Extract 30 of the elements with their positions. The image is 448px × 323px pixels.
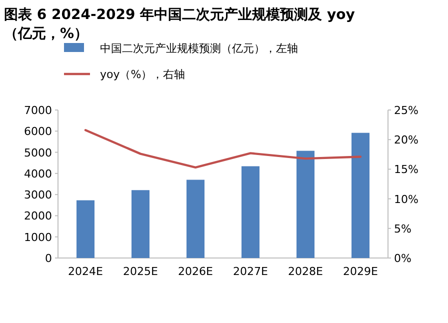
x-tick-label: 2025E (123, 265, 158, 278)
bar (186, 180, 204, 258)
y2-tick-label: 15% (394, 163, 418, 176)
y-tick-label: 2000 (24, 210, 52, 223)
line-series (84, 129, 362, 169)
y2-tick-label: 20% (394, 134, 418, 147)
y-tick-label: 0 (45, 252, 52, 265)
x-tick-label: 2027E (233, 265, 268, 278)
y2-tick-label: 10% (394, 192, 418, 206)
legend-label: yoy（%），右轴 (100, 68, 186, 81)
y-tick-label: 5000 (24, 146, 52, 160)
bar (296, 150, 314, 258)
y-tick-label: 6000 (24, 125, 52, 138)
x-tick-label: 2024E (68, 265, 104, 278)
y-tick-label: 1000 (24, 230, 52, 244)
bar (132, 190, 150, 258)
y2-tick-label: 5% (394, 222, 412, 236)
x-tick-label: 2029E (343, 265, 378, 278)
x-tick-label: 2026E (178, 265, 214, 278)
y-tick-label: 7000 (24, 104, 52, 117)
bar (242, 166, 260, 258)
y2-tick-label: 25% (394, 104, 418, 117)
y-tick-label: 4000 (24, 167, 52, 180)
y-tick-label: 3000 (24, 188, 52, 202)
bar (352, 132, 370, 258)
y2-tick-label: 0% (394, 252, 412, 265)
legend-label: 中国二次元产业规模预测（亿元），左轴 (100, 42, 298, 55)
chart-title: 图表 6 2024-2029 年中国二次元产业规模预测及 yoy（亿元，%） (4, 6, 355, 42)
x-tick-label: 2028E (288, 265, 324, 278)
bar (76, 200, 94, 258)
